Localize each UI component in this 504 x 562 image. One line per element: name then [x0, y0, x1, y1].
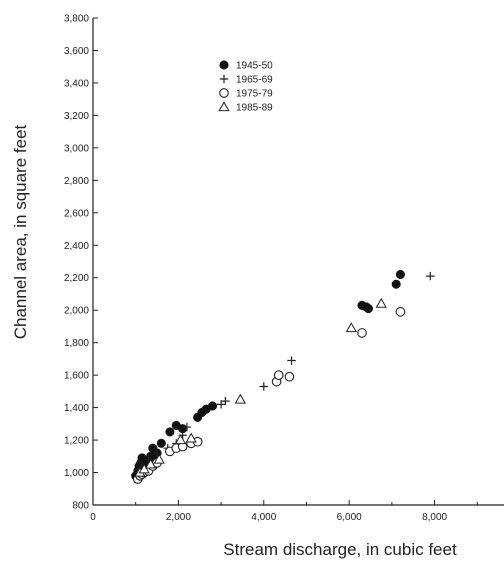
data-point [273, 370, 284, 380]
axes [92, 18, 504, 506]
data-point [234, 393, 246, 404]
y-tick-label: 3,200 [64, 111, 89, 122]
y-axis-title: Channel area, in square feet [11, 124, 30, 339]
data-point [138, 463, 150, 474]
data-points [131, 269, 435, 484]
data-point [426, 271, 435, 281]
legend-label: 1945-50 [236, 61, 273, 72]
legend-marker [219, 88, 229, 98]
y-tick-label: 2,400 [64, 241, 89, 252]
y-tick-label: 800 [72, 501, 89, 512]
legend-marker [218, 101, 230, 112]
data-point [165, 427, 175, 437]
data-point [375, 297, 387, 308]
y-tick-label: 2,000 [64, 306, 89, 317]
x-tick-label: 2,000 [166, 512, 191, 523]
data-point [144, 458, 157, 469]
data-point [185, 432, 197, 443]
y-tick-label: 1,000 [64, 468, 89, 479]
data-point [395, 269, 405, 280]
legend: 1945-50 1965-69 1975-79 1985-89 [218, 60, 273, 114]
y-axis-ticks: 800 1,000 1,200 1,400 1,600 1,800 2,000 2,200 2,… [64, 14, 98, 512]
y-tick-label: 1,600 [64, 371, 89, 382]
legend-label: 1985-89 [236, 103, 273, 114]
x-tick-label: 6,000 [337, 512, 362, 523]
y-tick-label: 1,800 [64, 338, 89, 349]
x-tick-label: 4,000 [251, 512, 276, 523]
data-point [357, 328, 367, 338]
data-point [345, 322, 357, 333]
series-1975-79 [132, 306, 406, 484]
y-tick-label: 2,800 [64, 176, 89, 187]
data-point [153, 453, 165, 464]
data-point [287, 356, 296, 365]
data-point [174, 434, 187, 445]
data-point [216, 400, 226, 409]
x-tick-label: 0 [90, 512, 96, 523]
legend-label: 1965-69 [236, 75, 273, 86]
legend-marker [219, 60, 229, 70]
y-tick-label: 1,200 [64, 436, 89, 447]
y-tick-label: 2,600 [64, 208, 89, 219]
y-tick-label: 1,400 [64, 403, 89, 414]
y-tick-label: 3,600 [64, 46, 89, 57]
y-tick-label: 2,200 [64, 273, 89, 284]
series-1985-89 [134, 297, 387, 477]
legend-label: 1975-79 [236, 89, 273, 100]
y-tick-label: 3,400 [64, 78, 89, 89]
data-point [284, 371, 295, 382]
data-point [208, 401, 218, 411]
data-point [156, 438, 166, 448]
y-tick-label: 3,800 [64, 14, 89, 25]
data-point [182, 422, 192, 432]
y-tick-label: 3,000 [64, 143, 89, 154]
data-point [259, 382, 268, 391]
x-tick-label: 8,000 [422, 512, 447, 523]
data-point [363, 304, 373, 314]
data-point [221, 396, 230, 406]
data-point [395, 306, 406, 317]
data-point [391, 279, 401, 289]
legend-marker [219, 74, 229, 84]
x-axis-title: Stream discharge, in cubic feet [223, 540, 457, 559]
